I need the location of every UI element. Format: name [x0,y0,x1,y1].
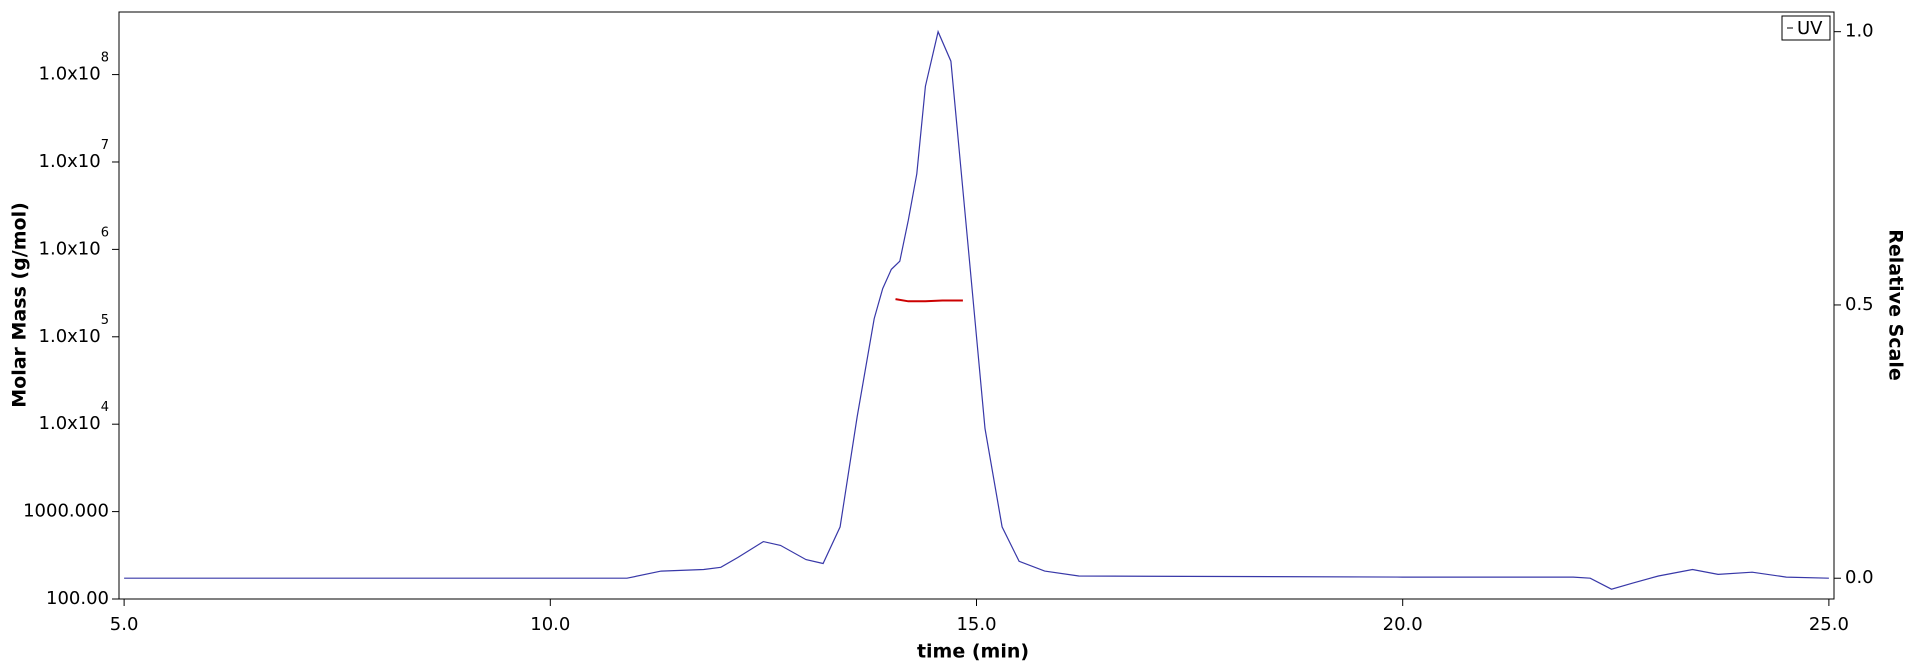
y-tick-label-exp: 7 [101,137,109,152]
x-tick-label: 20.0 [1383,614,1423,635]
y2-axis-label: Relative Scale [1885,229,1907,381]
plot-frame [118,11,1835,600]
y-tick-label-base: 1.0x10 [39,64,101,85]
y-tick-label-base: 1.0x10 [39,238,101,259]
y-tick-label-base: 1.0x10 [39,326,101,347]
y-tick-label: 1.0x105 [39,312,109,347]
x-axis-label: time (min) [917,641,1029,663]
y-tick-label-base: 100.00 [46,588,109,609]
x-tick-label: 10.0 [530,614,570,635]
legend-label: UV [1797,18,1823,39]
y2-tick-label: 0.0 [1845,567,1874,588]
series-line [895,298,963,303]
y-tick-label-exp: 4 [101,400,109,415]
series-line [124,29,1829,590]
y-tick-label: 1.0x104 [39,400,109,435]
x-tick-label: 25.0 [1809,614,1849,635]
y-axis-label: Molar Mass (g/mol) [9,202,31,408]
y-tick-label: 100.00 [46,588,109,609]
x-tick-label: 15.0 [956,614,996,635]
y-tick-label-base: 1.0x10 [39,413,101,434]
y2-tick-label: 0.5 [1845,294,1874,315]
y-tick-label-exp: 5 [101,312,109,327]
x-tick-label: 5.0 [110,614,139,635]
y-tick-label: 1.0x107 [39,137,109,172]
y2-tick-label: 1.0 [1845,21,1874,42]
y-tick-label: 1.0x108 [39,50,109,85]
y-tick-label-exp: 6 [101,225,109,240]
y-tick-label: 1.0x106 [39,225,109,260]
y-tick-label-exp: 8 [101,50,109,65]
y-tick-label: 1000.000 [23,501,109,522]
y-tick-label-base: 1000.000 [23,501,109,522]
y-tick-label-base: 1.0x10 [39,151,101,172]
